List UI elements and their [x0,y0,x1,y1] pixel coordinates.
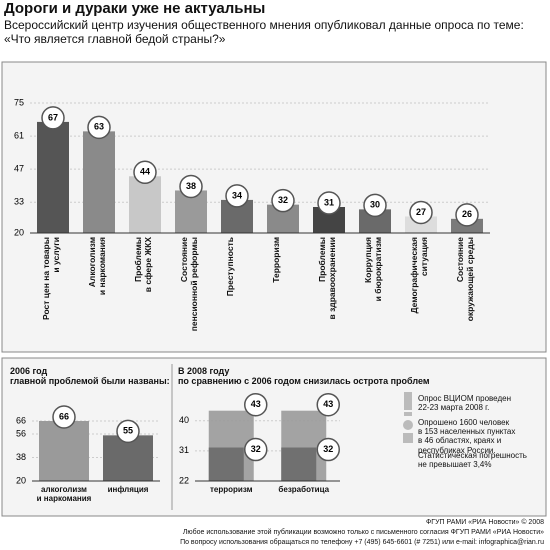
y-tick-label: 66 [16,415,26,425]
x-tick-label: Терроризм [271,237,281,283]
value-badge [87,115,111,140]
panel [1,357,547,517]
value-badge [41,106,65,130]
value-badge [316,437,340,462]
value-label: 34 [232,190,242,200]
footer: ФГУП РАМИ «РИА Новости» © 2008 [425,519,544,526]
value-badge [244,437,268,462]
x-tick-label: Проблемы в здравоохранении [317,237,337,320]
x-tick-label: Состояние пенсионной реформы [179,237,199,332]
y-tick-label: 22 [179,475,189,485]
x-tick-label: Рост цен на товары и услуги [41,237,61,320]
y-tick-label: 56 [16,428,26,438]
y-tick-label: 20 [14,227,24,237]
value-label: 30 [370,200,380,210]
subtitle: Всероссийский центр изучения общественно… [4,18,524,46]
value-label: 63 [94,122,104,132]
value-badge [316,392,340,417]
icon [404,392,412,410]
y-tick-label: 20 [16,475,26,485]
x-tick-label: алкоголизм и наркомания [36,485,92,504]
value-label: 38 [186,181,196,191]
bar [281,447,317,481]
x-tick-label: Демографическая ситуация [409,237,429,314]
footer: Любое использование этой публикации возм… [182,529,544,536]
value-label: 43 [323,399,333,409]
value-label: 32 [323,444,333,454]
chart-title: 2006 год главной проблемой были названы: [10,366,170,387]
y-tick-label: 47 [14,164,24,174]
chart-title: В 2008 году по сравнению с 2006 годом сн… [178,366,430,387]
title: Дороги и дураки уже не актуальны [4,0,266,17]
value-label: 67 [48,112,58,122]
icon [403,433,413,443]
icon [404,412,412,416]
y-tick-label: 33 [14,197,24,207]
value-badge [52,405,76,429]
value-badge [133,160,157,185]
bar [129,176,161,233]
bar [37,121,69,233]
x-tick-label: безработица [278,485,330,494]
x-tick-label: Преступность [225,237,235,297]
value-label: 44 [140,167,150,177]
note: Статистическая погрешность не превышает … [418,451,527,470]
x-tick-label: терроризм [209,485,253,494]
x-tick-label: Проблемы в сфере ЖКХ [133,237,153,293]
y-tick-label: 40 [179,415,189,425]
value-label: 32 [251,444,261,454]
note: Опрос ВЦИОМ проведен 22-23 марта 2008 г. [418,394,511,413]
x-tick-label: Состояние окружающей среды [455,237,475,322]
value-badge [409,200,433,225]
y-tick-label: 31 [179,445,189,455]
y-tick-label: 38 [16,452,26,462]
value-label: 27 [416,207,426,217]
bar [39,421,89,481]
value-label: 66 [59,411,69,421]
value-label: 31 [324,197,334,207]
value-label: 43 [251,399,261,409]
bar [359,209,391,233]
y-tick-label: 61 [14,130,24,140]
y-tick-label: 75 [14,97,24,107]
x-tick-label: Алкоголизм и наркомания [87,237,107,296]
value-badge [271,188,295,213]
icon [403,420,413,430]
value-label: 55 [123,426,133,436]
footer: По вопросу использования обращаться по т… [180,539,544,546]
x-tick-label: инфляция [107,485,149,494]
value-badge [116,419,140,444]
value-badge [225,184,249,208]
value-badge [244,392,268,417]
value-label: 32 [278,195,288,205]
bar [208,447,244,481]
value-badge [455,203,479,227]
value-label: 26 [462,209,472,219]
bar [83,131,115,233]
note: Опрошено 1600 человек в 153 населенных п… [418,418,516,455]
value-badge [363,193,387,218]
value-badge [179,174,203,199]
x-tick-label: Коррупция и бюрократизм [363,237,383,302]
value-badge [317,191,341,215]
